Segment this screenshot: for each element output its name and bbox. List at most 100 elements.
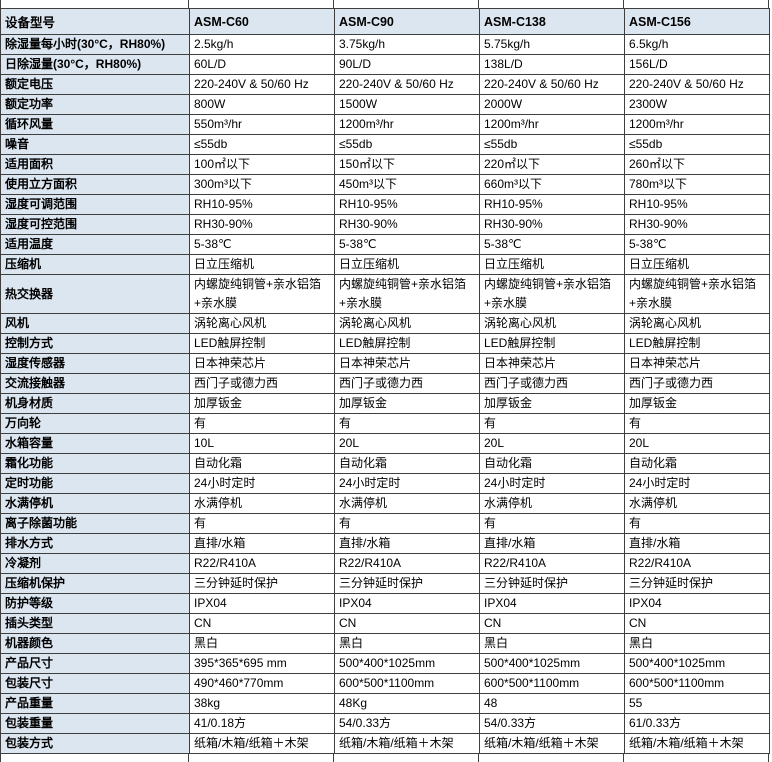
row-label: 额定电压 xyxy=(0,74,190,95)
cell-value: 780m³以下 xyxy=(624,174,770,195)
cell-value: ≤55db xyxy=(189,134,335,155)
cell-value: 24小时定时 xyxy=(479,473,625,494)
cell-value: ≤55db xyxy=(479,134,625,155)
table-row: 产品重量 38kg 48Kg 48 55 xyxy=(0,693,770,714)
table-row: 包装尺寸 490*460*770mm 600*500*1100mm 600*500*1… xyxy=(0,673,770,694)
row-label: 适用温度 xyxy=(0,234,190,255)
cell-value: 加厚钣金 xyxy=(479,393,625,414)
row-label: 额定功率 xyxy=(0,94,190,115)
cell-value: RH30-90% xyxy=(334,214,480,235)
row-label: 包装尺寸 xyxy=(0,673,190,694)
cell-value: 有 xyxy=(624,513,770,534)
cell-value: 涡轮离心风机 xyxy=(189,313,335,334)
row-label: 使用立方面积 xyxy=(0,174,190,195)
cell-value: CN xyxy=(334,613,480,634)
row-label: 机器颜色 xyxy=(0,633,190,654)
cell-value: 2300W xyxy=(624,94,770,115)
cell-value: 加厚钣金 xyxy=(624,393,770,414)
cell-value: IPX04 xyxy=(334,593,480,614)
cell-value: 涡轮离心风机 xyxy=(479,313,625,334)
table-row: 冷凝剂 R22/R410A R22/R410A R22/R410A R22/R410A xyxy=(0,553,770,574)
cell-value: 涡轮离心风机 xyxy=(334,313,480,334)
row-label: 压缩机保护 xyxy=(0,573,190,594)
row-label: 机身材质 xyxy=(0,393,190,414)
table-row: 包装重量 41/0.18方 54/0.33方 54/0.33方 61/0.33方 xyxy=(0,713,770,734)
cell-value: 38kg xyxy=(189,693,335,714)
cell-value: CN xyxy=(624,613,770,634)
cell-value: 纸箱/木箱/纸箱＋木架 xyxy=(189,733,335,754)
table-row: 噪音 ≤55db ≤55db ≤55db ≤55db xyxy=(0,134,770,155)
row-label: 湿度可控范围 xyxy=(0,214,190,235)
header-label: 设备型号 xyxy=(0,8,190,35)
table-row: 压缩机保护 三分钟延时保护 三分钟延时保护 三分钟延时保护 三分钟延时保护 xyxy=(0,573,770,594)
spec-table-body: 除湿量每小时(30°C，RH80%) 2.5kg/h 3.75kg/h 5.75kg/… xyxy=(0,34,770,754)
cell-value: 直排/水箱 xyxy=(334,533,480,554)
column-header-model: ASM-C156 xyxy=(624,8,770,35)
column-header-model: ASM-C60 xyxy=(189,8,335,35)
cell-value: 内螺旋纯铜管+亲水铝箔+亲水膜 xyxy=(189,274,335,314)
cell-value: 60L/D xyxy=(189,54,335,75)
cell-value: 20L xyxy=(334,433,480,454)
table-row: 插头类型 CN CN CN CN xyxy=(0,613,770,634)
row-label: 控制方式 xyxy=(0,333,190,354)
cell-value: 1200m³/hr xyxy=(479,114,625,135)
cell-value: RH10-95% xyxy=(624,194,770,215)
cell-value: 有 xyxy=(479,413,625,434)
cell-value: RH30-90% xyxy=(479,214,625,235)
table-row: 适用面积 100㎡以下 150㎡以下 220㎡以下 260㎡以下 xyxy=(0,154,770,175)
table-row: 定时功能 24小时定时 24小时定时 24小时定时 24小时定时 xyxy=(0,473,770,494)
row-label: 产品尺寸 xyxy=(0,653,190,674)
row-label: 日除湿量(30°C，RH80%) xyxy=(0,54,190,75)
cell-value: RH30-90% xyxy=(624,214,770,235)
cell-value: 纸箱/木箱/纸箱＋木架 xyxy=(624,733,770,754)
cell-value: RH10-95% xyxy=(479,194,625,215)
table-row: 水满停机 水满停机 水满停机 水满停机 水满停机 xyxy=(0,493,770,514)
cell-value: 西门子或德力西 xyxy=(624,373,770,394)
table-row: 额定电压 220-240V & 50/60 Hz 220-240V & 50/60 … xyxy=(0,74,770,95)
row-label: 定时功能 xyxy=(0,473,190,494)
cell-value: IPX04 xyxy=(189,593,335,614)
row-label: 压缩机 xyxy=(0,254,190,275)
table-row: 湿度传感器 日本神荣芯片 日本神荣芯片 日本神荣芯片 日本神荣芯片 xyxy=(0,353,770,374)
cell-value: 220-240V & 50/60 Hz xyxy=(334,74,480,95)
cell-value: 三分钟延时保护 xyxy=(624,573,770,594)
cell-value: 涡轮离心风机 xyxy=(624,313,770,334)
cell-value: 水满停机 xyxy=(334,493,480,514)
cell-value: 加厚钣金 xyxy=(189,393,335,414)
table-row: 风机 涡轮离心风机 涡轮离心风机 涡轮离心风机 涡轮离心风机 xyxy=(0,313,770,334)
cell-value: R22/R410A xyxy=(479,553,625,574)
cell-value: 48Kg xyxy=(334,693,480,714)
table-row: 控制方式 LED触屏控制 LED触屏控制 LED触屏控制 LED触屏控制 xyxy=(0,333,770,354)
cell-value: 5-38℃ xyxy=(334,234,480,255)
cell-value: 黑白 xyxy=(624,633,770,654)
cell-value: 2000W xyxy=(479,94,625,115)
row-label: 除湿量每小时(30°C，RH80%) xyxy=(0,34,190,55)
cell-value: RH10-95% xyxy=(189,194,335,215)
cell-value: 500*400*1025mm xyxy=(624,653,770,674)
cell-value: 内螺旋纯铜管+亲水铝箔+亲水膜 xyxy=(479,274,625,314)
cell-value: 5-38℃ xyxy=(479,234,625,255)
cell-value: 660m³以下 xyxy=(479,174,625,195)
row-label: 产品重量 xyxy=(0,693,190,714)
cell-value: 有 xyxy=(334,413,480,434)
cell-value: 有 xyxy=(189,413,335,434)
cell-value: 10L xyxy=(189,433,335,454)
cell-value: LED触屏控制 xyxy=(479,333,625,354)
cell-value: 黑白 xyxy=(189,633,335,654)
cell-value: 220-240V & 50/60 Hz xyxy=(624,74,770,95)
cell-value: 西门子或德力西 xyxy=(334,373,480,394)
cell-value: 500*400*1025mm xyxy=(479,653,625,674)
table-row: 交流接触器 西门子或德力西 西门子或德力西 西门子或德力西 西门子或德力西 xyxy=(0,373,770,394)
table-row: 包装方式 纸箱/木箱/纸箱＋木架 纸箱/木箱/纸箱＋木架 纸箱/木箱/纸箱＋木架 纸箱/… xyxy=(0,733,770,754)
table-row: 霜化功能 自动化霜 自动化霜 自动化霜 自动化霜 xyxy=(0,453,770,474)
cell-value: ≤55db xyxy=(334,134,480,155)
row-label: 热交换器 xyxy=(0,274,190,314)
cell-value: 600*500*1100mm xyxy=(334,673,480,694)
cell-value: 1200m³/hr xyxy=(624,114,770,135)
row-label: 噪音 xyxy=(0,134,190,155)
table-row: 日除湿量(30°C，RH80%) 60L/D 90L/D 138L/D 156L/D xyxy=(0,54,770,75)
row-label: 霜化功能 xyxy=(0,453,190,474)
cell-value: 2.5kg/h xyxy=(189,34,335,55)
row-label: 插头类型 xyxy=(0,613,190,634)
